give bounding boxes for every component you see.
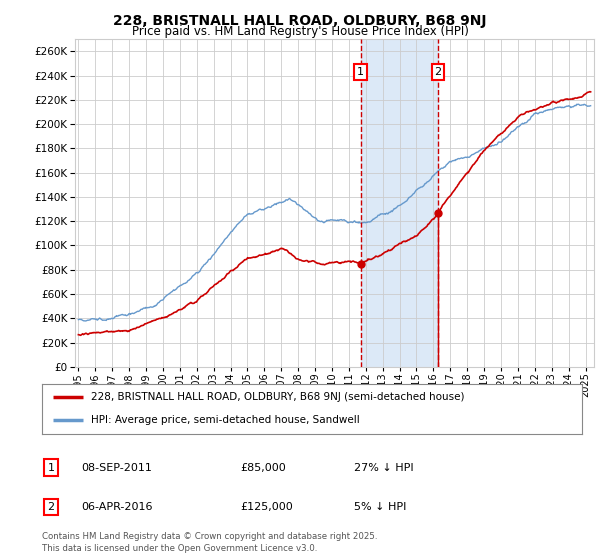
Text: £125,000: £125,000 (240, 502, 293, 512)
Text: 27% ↓ HPI: 27% ↓ HPI (354, 463, 413, 473)
Text: 06-APR-2016: 06-APR-2016 (81, 502, 152, 512)
Text: Contains HM Land Registry data © Crown copyright and database right 2025.
This d: Contains HM Land Registry data © Crown c… (42, 533, 377, 553)
Text: 1: 1 (47, 463, 55, 473)
Text: 5% ↓ HPI: 5% ↓ HPI (354, 502, 406, 512)
Text: 2: 2 (434, 67, 442, 77)
Text: 228, BRISTNALL HALL ROAD, OLDBURY, B68 9NJ: 228, BRISTNALL HALL ROAD, OLDBURY, B68 9… (113, 14, 487, 28)
Text: £85,000: £85,000 (240, 463, 286, 473)
Text: HPI: Average price, semi-detached house, Sandwell: HPI: Average price, semi-detached house,… (91, 416, 359, 426)
Text: 1: 1 (357, 67, 364, 77)
Text: Price paid vs. HM Land Registry's House Price Index (HPI): Price paid vs. HM Land Registry's House … (131, 25, 469, 38)
Text: 08-SEP-2011: 08-SEP-2011 (81, 463, 152, 473)
Text: 228, BRISTNALL HALL ROAD, OLDBURY, B68 9NJ (semi-detached house): 228, BRISTNALL HALL ROAD, OLDBURY, B68 9… (91, 392, 464, 402)
Text: 2: 2 (47, 502, 55, 512)
Bar (361, 39, 438, 367)
